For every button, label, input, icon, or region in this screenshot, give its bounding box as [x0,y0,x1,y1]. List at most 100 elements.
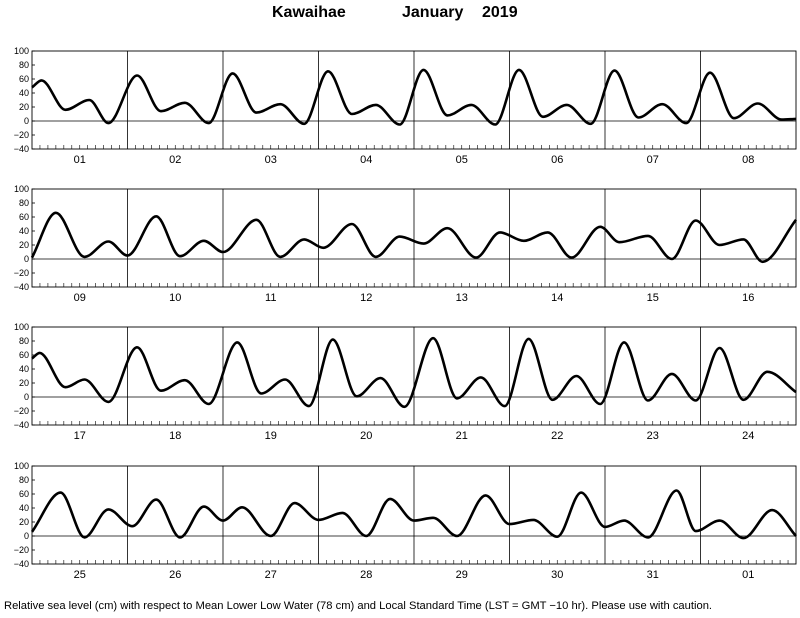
y-tick-label: −40 [14,144,29,154]
tide-point [222,519,225,522]
tide-point [795,535,798,538]
tide-point [551,399,554,402]
tide-point [556,535,559,538]
y-tick-label: 100 [14,184,29,194]
tide-point [694,219,697,222]
tide-point [623,519,626,522]
day-label: 07 [647,154,659,166]
tide-point [566,104,569,107]
tide-point [379,377,382,380]
tide-point [64,109,67,112]
tide-point [308,405,311,408]
day-label: 13 [456,292,468,304]
tide-point [637,116,640,119]
day-label: 21 [456,430,468,442]
tide-point [284,378,287,381]
tide-point [733,117,736,120]
y-tick-label: 0 [24,116,29,126]
chart-title-month: January [402,4,464,21]
tide-point [231,72,234,75]
tide-point [322,247,325,250]
tide-point [709,71,712,74]
tide-point [203,240,206,243]
tide-point [446,227,449,230]
tide-point [694,530,697,533]
tide-point [155,498,158,501]
day-label: 16 [742,292,754,304]
tide-point [766,371,769,374]
y-tick-label: −20 [14,130,29,140]
day-label: 02 [169,154,181,166]
day-label: 17 [74,430,86,442]
tide-point [761,261,764,264]
tide-point [780,118,783,121]
tide-point [546,231,549,234]
tide-point [671,373,674,376]
footnote: Relative sea level (cm) with respect to … [4,600,713,612]
y-tick-label: −40 [14,420,29,430]
y-tick-label: −20 [14,545,29,555]
tide-point [499,231,502,234]
tide-point [503,405,506,408]
day-label: 14 [551,292,563,304]
tide-curve [30,211,798,264]
day-label: 23 [647,430,659,442]
tide-point [456,535,459,538]
tide-point [718,519,721,522]
tide-point [155,215,158,218]
y-tick-label: −20 [14,268,29,278]
y-tick-label: 40 [19,226,29,236]
day-label: 28 [360,569,372,581]
tide-point [671,258,674,261]
tide-point [179,536,182,539]
tide-point [599,226,602,229]
day-label: 04 [360,154,372,166]
day-label: 11 [265,292,276,304]
day-label: 05 [456,154,468,166]
tide-point [589,123,592,126]
y-tick-label: 40 [19,503,29,513]
day-label: 08 [742,154,754,166]
y-tick-label: 100 [14,461,29,471]
chart-title-location: Kawaihae [272,4,346,21]
tide-point [59,491,62,494]
day-label: 03 [265,154,277,166]
y-tick-label: 40 [19,88,29,98]
tide-point [207,403,210,406]
day-label: 26 [169,569,181,581]
y-tick-label: 40 [19,364,29,374]
day-label: 09 [74,292,86,304]
tide-point [327,70,330,73]
tide-point [351,113,354,116]
tide-point [508,523,511,526]
tide-point [570,256,573,259]
day-label: 06 [551,154,563,166]
tide-point [542,116,545,119]
tide-point [255,219,258,222]
tide-point [456,397,459,400]
tide-point [613,69,616,72]
day-label: 30 [551,569,563,581]
tide-point [31,357,34,360]
day-label: 29 [456,569,468,581]
day-label: 12 [360,292,372,304]
tide-point [432,517,435,520]
tide-point [83,536,86,539]
tide-curve [31,336,797,409]
tide-point [38,352,41,355]
tide-point [599,403,602,406]
tide-point [332,338,335,341]
tide-point [64,386,67,389]
tide-point [403,406,406,409]
tide-point [742,238,745,241]
tide-point [107,401,110,404]
tide-point [795,219,798,222]
tide-point [432,337,435,340]
tide-point [222,251,225,254]
tide-point [647,399,650,402]
y-tick-label: 20 [19,240,29,250]
tide-point [623,341,626,344]
y-tick-label: 60 [19,489,29,499]
tide-point [355,395,358,398]
